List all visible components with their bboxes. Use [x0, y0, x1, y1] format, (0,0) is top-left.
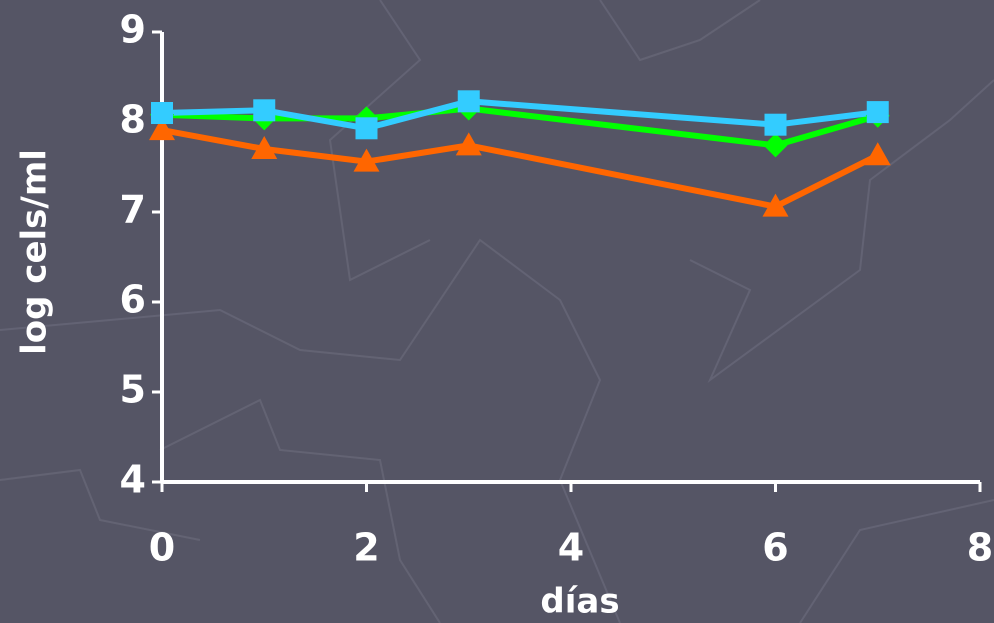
y-tick-label: 7 [120, 188, 146, 232]
x-tick-label: 0 [149, 526, 175, 570]
y-tick-label: 5 [120, 368, 146, 412]
x-axis-label: días [540, 582, 619, 622]
marker-square [253, 99, 276, 122]
y-tick-label: 8 [120, 98, 146, 142]
x-tick-label: 4 [558, 526, 584, 570]
marker-square [866, 101, 889, 124]
y-tick-label: 9 [120, 8, 146, 52]
series-line [161, 127, 880, 210]
x-tick-label: 6 [762, 526, 788, 570]
y-tick-label: 6 [120, 278, 146, 322]
x-tick-label: 2 [353, 526, 379, 570]
marker-triangle [149, 117, 175, 141]
series-line [161, 98, 879, 132]
marker-square [457, 90, 480, 113]
marker-diamond [763, 133, 788, 158]
marker-triangle [455, 132, 482, 156]
marker-square [355, 117, 378, 140]
marker-square [764, 113, 787, 136]
x-tick-label: 8 [967, 526, 993, 570]
y-axis-label: log cels/ml [15, 149, 55, 355]
marker-triangle [251, 136, 278, 159]
marker-triangle [762, 193, 789, 217]
marker-square [151, 102, 173, 124]
y-tick-label: 4 [120, 458, 146, 502]
marker-triangle [353, 148, 380, 172]
marker-triangle [864, 142, 891, 166]
